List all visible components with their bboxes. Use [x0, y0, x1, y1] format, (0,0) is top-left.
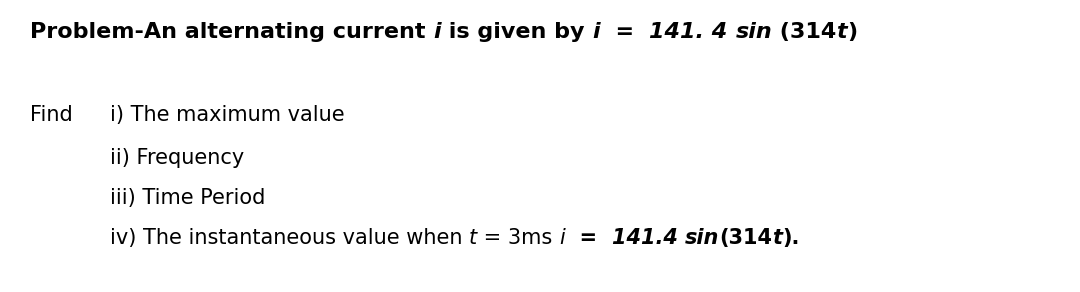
Text: ii) Frequency: ii) Frequency: [110, 148, 244, 168]
Text: (314: (314: [719, 228, 772, 248]
Text: Problem-An alternating current: Problem-An alternating current: [30, 22, 433, 42]
Text: is given by: is given by: [441, 22, 592, 42]
Text: (314: (314: [772, 22, 836, 42]
Text: t: t: [469, 228, 477, 248]
Text: ).: ).: [782, 228, 799, 248]
Text: 141. 4: 141. 4: [649, 22, 735, 42]
Text: iii) Time Period: iii) Time Period: [110, 188, 266, 208]
Text: Find: Find: [30, 105, 72, 125]
Text: =: =: [599, 22, 649, 42]
Text: i) The maximum value: i) The maximum value: [110, 105, 345, 125]
Text: ): ): [847, 22, 858, 42]
Text: i: i: [592, 22, 599, 42]
Text: =: =: [565, 228, 611, 248]
Text: i: i: [433, 22, 441, 42]
Text: iv) The instantaneous value when: iv) The instantaneous value when: [110, 228, 469, 248]
Text: t: t: [772, 228, 782, 248]
Text: t: t: [836, 22, 847, 42]
Text: = 3ms: = 3ms: [477, 228, 559, 248]
Text: sin: sin: [735, 22, 772, 42]
Text: 141.4: 141.4: [611, 228, 685, 248]
Text: i: i: [559, 228, 565, 248]
Text: sin: sin: [685, 228, 719, 248]
